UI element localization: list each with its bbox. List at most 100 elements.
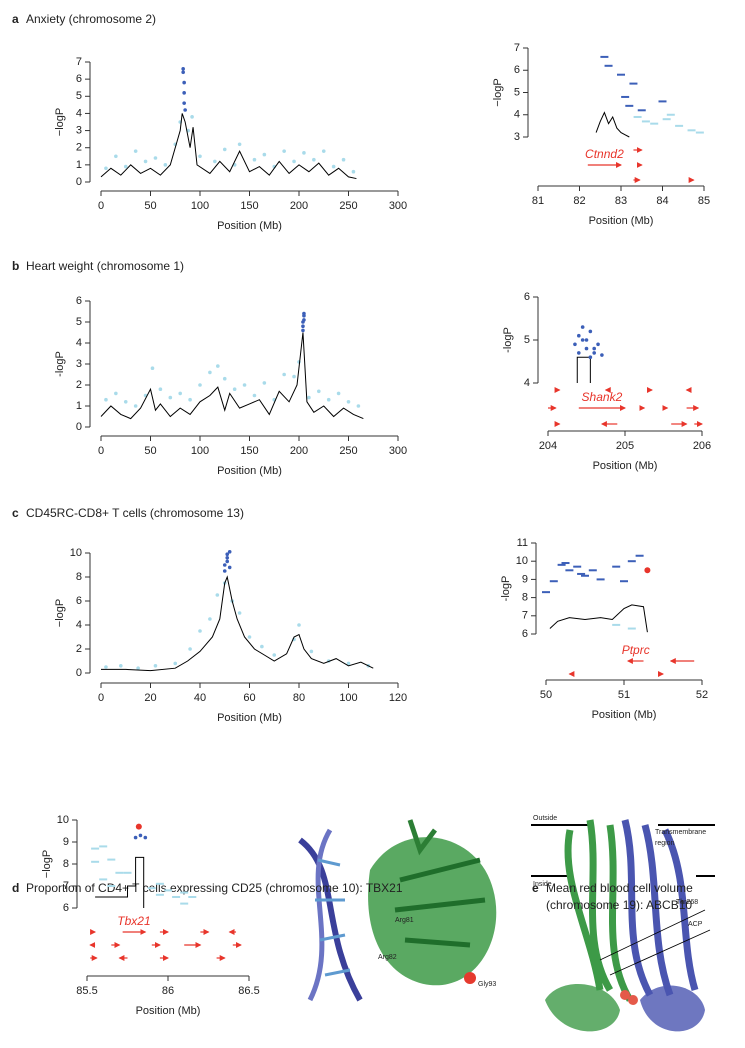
snp-point (282, 372, 286, 377)
snp-point (222, 376, 227, 381)
snp-point (183, 108, 187, 112)
snp-point (600, 353, 604, 357)
x-axis-label: Position (Mb) (593, 460, 658, 472)
snp-point (163, 163, 168, 167)
x-axis-label: Position (Mb) (592, 709, 657, 721)
transporter-structure (531, 819, 715, 1032)
y-tick-label: 0 (76, 421, 82, 433)
snp-point (198, 629, 202, 633)
panel-title: CD45RC-CD8+ T cells (chromosome 13) (26, 506, 244, 520)
x-tick-label: 86 (162, 985, 174, 997)
x-tick-label: 80 (293, 692, 305, 704)
snp-point (135, 823, 142, 830)
snp-point (227, 565, 232, 570)
lod-line (549, 604, 648, 633)
x-tick-label: 0 (98, 692, 104, 704)
snp-point (309, 649, 314, 654)
x-tick-label: 50 (540, 689, 552, 701)
snp-point (282, 149, 286, 153)
x-tick-label: 82 (573, 195, 585, 207)
lod-line (101, 575, 374, 672)
snp-point (227, 550, 232, 554)
snp-point (577, 351, 581, 355)
snp-point (182, 101, 186, 105)
snp-point (225, 559, 230, 564)
snp-point (178, 391, 182, 396)
snp-point (252, 393, 257, 398)
y-tick-label: 7 (514, 42, 520, 54)
x-tick-label: 51 (618, 689, 630, 701)
snp-point (150, 366, 155, 371)
snp-point (584, 346, 589, 351)
snp-point (312, 157, 316, 162)
snp-point (158, 387, 163, 392)
y-tick-label: 0 (76, 176, 82, 188)
y-tick-label: 4 (524, 377, 530, 389)
y-tick-label: 6 (76, 595, 82, 607)
snp-point (351, 169, 356, 174)
y-tick-label: 1 (76, 159, 82, 171)
y-tick-label: 10 (57, 814, 69, 826)
y-tick-label: 10 (70, 547, 82, 559)
snp-point (302, 318, 306, 322)
x-tick-label: 60 (243, 692, 255, 704)
snp-point (198, 383, 202, 387)
y-tick-label: 11 (517, 537, 528, 549)
snp-point (262, 381, 267, 385)
y-tick-label: 3 (76, 358, 82, 370)
y-tick-label: 8 (76, 571, 82, 583)
snp-point (242, 383, 247, 387)
x-tick-label: 85.5 (76, 985, 97, 997)
structure-label: Arg82 (378, 954, 397, 961)
lod-line (95, 856, 145, 908)
panel-letter: c (12, 506, 19, 520)
panel-title: Proportion of CD4+ T cells expressing CD… (26, 881, 403, 895)
snp-point (573, 342, 577, 347)
snp-point (346, 661, 351, 666)
snp-point (577, 333, 581, 338)
y-axis-label: −logP (54, 599, 66, 627)
snp-point (168, 395, 173, 400)
panel-title: (chromosome 19): ABCB10 (546, 898, 692, 912)
y-tick-label: 2 (76, 142, 82, 154)
y-tick-label: 6 (76, 73, 82, 85)
snp-point (580, 338, 585, 342)
y-tick-label: 7 (522, 610, 528, 622)
y-axis-label: −logP (54, 108, 66, 136)
x-axis-label: Position (Mb) (217, 712, 282, 724)
x-tick-label: 250 (339, 445, 357, 457)
snp-point (301, 328, 305, 333)
lod-line (595, 111, 630, 138)
snp-point (302, 311, 306, 316)
y-tick-label: 6 (63, 902, 69, 914)
snp-point (292, 159, 296, 164)
x-tick-label: 50 (144, 445, 156, 457)
snp-point (252, 157, 257, 162)
snp-point (321, 149, 326, 153)
snp-point (336, 391, 341, 396)
y-tick-label: 3 (514, 131, 520, 143)
snp-point (588, 355, 593, 360)
x-tick-label: 250 (339, 200, 357, 212)
snp-point (153, 156, 158, 160)
snp-point (331, 164, 336, 169)
y-tick-label: 4 (514, 109, 520, 121)
x-axis-label: Position (Mb) (136, 1005, 201, 1017)
x-tick-label: 205 (616, 440, 634, 452)
y-tick-label: 2 (76, 379, 82, 391)
snp-point (143, 159, 148, 164)
x-axis-label: Position (Mb) (217, 220, 282, 232)
snp-point (181, 70, 185, 75)
snp-point (215, 593, 220, 597)
snp-point (104, 166, 108, 171)
y-tick-label: 2 (76, 643, 82, 655)
x-axis-label: Position (Mb) (217, 465, 282, 477)
x-tick-label: 50 (144, 200, 156, 212)
panel-letter: e (532, 881, 539, 895)
y-tick-label: 9 (63, 836, 69, 848)
snp-point (262, 152, 267, 157)
snp-point (592, 346, 596, 351)
snp-point (341, 157, 346, 162)
x-tick-label: 200 (290, 200, 308, 212)
